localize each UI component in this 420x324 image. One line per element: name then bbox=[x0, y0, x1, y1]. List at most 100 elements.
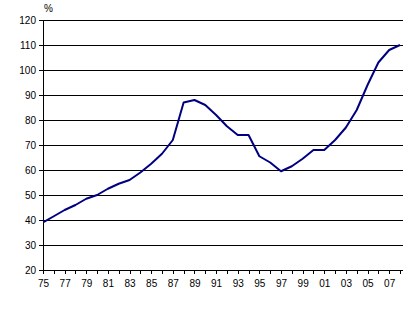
tick-label: 79 bbox=[81, 278, 93, 289]
plot-area bbox=[43, 45, 400, 223]
data-line bbox=[43, 45, 400, 223]
tick-mark bbox=[39, 45, 43, 46]
tick: 81 bbox=[103, 270, 115, 289]
tick: 70 bbox=[25, 140, 43, 151]
tick bbox=[54, 270, 55, 274]
tick: 20 bbox=[25, 265, 43, 276]
tick-label: 05 bbox=[362, 278, 374, 289]
tick: 77 bbox=[60, 270, 72, 289]
tick: 93 bbox=[233, 270, 245, 289]
tick-mark bbox=[303, 270, 304, 274]
tick-mark bbox=[39, 20, 43, 21]
tick-label: 50 bbox=[25, 190, 37, 201]
tick-label: 75 bbox=[38, 278, 50, 289]
tick-mark bbox=[108, 270, 109, 274]
tick-mark bbox=[75, 270, 76, 274]
tick: 07 bbox=[384, 270, 396, 289]
grid bbox=[43, 20, 403, 270]
tick bbox=[357, 270, 358, 274]
tick-mark bbox=[39, 220, 43, 221]
grid-line bbox=[43, 220, 403, 221]
tick-mark bbox=[313, 270, 314, 274]
tick: 85 bbox=[146, 270, 158, 289]
tick bbox=[292, 270, 293, 274]
tick-label: 89 bbox=[189, 278, 201, 289]
tick-label: 60 bbox=[25, 165, 37, 176]
tick-mark bbox=[270, 270, 271, 274]
tick bbox=[400, 270, 401, 274]
grid-line bbox=[43, 95, 403, 96]
tick bbox=[184, 270, 185, 274]
tick-mark bbox=[39, 195, 43, 196]
tick-mark bbox=[292, 270, 293, 274]
tick-mark bbox=[39, 70, 43, 71]
grid-line bbox=[43, 170, 403, 171]
tick-label: 80 bbox=[25, 115, 37, 126]
tick-mark bbox=[216, 270, 217, 274]
tick-mark bbox=[346, 270, 347, 274]
tick-mark bbox=[335, 270, 336, 274]
tick-mark bbox=[162, 270, 163, 274]
tick: 40 bbox=[25, 215, 43, 226]
tick bbox=[205, 270, 206, 274]
tick-mark bbox=[249, 270, 250, 274]
tick-label: 07 bbox=[384, 278, 396, 289]
tick bbox=[162, 270, 163, 274]
tick-label: 93 bbox=[233, 278, 245, 289]
tick-label: 85 bbox=[146, 278, 158, 289]
tick-label: 100 bbox=[19, 65, 36, 76]
tick: 120 bbox=[19, 15, 43, 26]
axis-title: % bbox=[44, 3, 53, 14]
grid-line bbox=[43, 145, 403, 146]
tick-mark bbox=[227, 270, 228, 274]
tick-mark bbox=[378, 270, 379, 274]
grid-line bbox=[43, 20, 403, 21]
axis-line bbox=[44, 271, 401, 275]
tick-label: 83 bbox=[124, 278, 136, 289]
grid-line bbox=[43, 45, 403, 46]
tick-mark bbox=[151, 270, 152, 274]
tick: 91 bbox=[211, 270, 223, 289]
tick-mark bbox=[368, 270, 369, 274]
tick: 95 bbox=[254, 270, 266, 289]
tick-label: 20 bbox=[25, 265, 37, 276]
tick-label: 87 bbox=[168, 278, 180, 289]
grid-line bbox=[43, 120, 403, 121]
tick bbox=[119, 270, 120, 274]
axis-line bbox=[39, 21, 44, 271]
tick: 05 bbox=[362, 270, 374, 289]
tick-mark bbox=[54, 270, 55, 274]
tick-label: 77 bbox=[60, 278, 72, 289]
tick-label: 91 bbox=[211, 278, 223, 289]
tick-label: 97 bbox=[276, 278, 288, 289]
tick-mark bbox=[39, 245, 43, 246]
x-axis: 75 77 79 81 83 85 87 89 91 93 95 97 99 01 03 05 07 bbox=[38, 270, 401, 289]
tick: 99 bbox=[298, 270, 310, 289]
tick-mark bbox=[39, 95, 43, 96]
tick-mark bbox=[39, 145, 43, 146]
tick-mark bbox=[39, 120, 43, 121]
tick-label: 01 bbox=[319, 278, 331, 289]
tick-mark bbox=[259, 270, 260, 274]
tick-mark bbox=[324, 270, 325, 274]
tick: 01 bbox=[319, 270, 331, 289]
tick bbox=[75, 270, 76, 274]
tick-label: 110 bbox=[20, 40, 36, 51]
tick-mark bbox=[65, 270, 66, 274]
tick: 80 bbox=[25, 115, 43, 126]
tick-mark bbox=[357, 270, 358, 274]
tick bbox=[227, 270, 228, 274]
tick bbox=[313, 270, 314, 274]
tick bbox=[249, 270, 250, 274]
tick: 75 bbox=[38, 270, 50, 289]
tick-mark bbox=[140, 270, 141, 274]
tick-mark bbox=[205, 270, 206, 274]
tick-mark bbox=[39, 170, 43, 171]
tick bbox=[140, 270, 141, 274]
chart: 2030405060708090100110120757779818385878… bbox=[0, 0, 420, 324]
tick: 03 bbox=[341, 270, 353, 289]
tick: 83 bbox=[124, 270, 136, 289]
tick: 79 bbox=[81, 270, 93, 289]
tick: 50 bbox=[25, 190, 43, 201]
y-axis: 2030405060708090100110120 bbox=[19, 15, 43, 276]
